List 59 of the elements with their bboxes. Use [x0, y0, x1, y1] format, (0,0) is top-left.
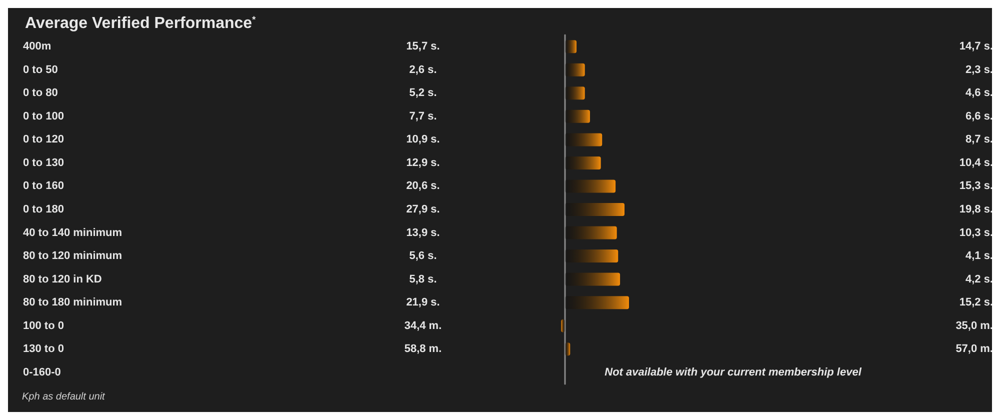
text: 10,3 s.	[959, 226, 993, 239]
text: 4,6 s.	[965, 87, 993, 100]
bar	[565, 250, 618, 263]
text: 15,7 s.	[406, 40, 440, 53]
text: 15,3 s.	[959, 180, 993, 192]
text: 8,7 s.	[965, 134, 993, 146]
text: 5,2 s.	[409, 87, 437, 100]
bar	[565, 180, 616, 193]
text: 34,4 m.	[404, 320, 442, 332]
bar	[565, 156, 601, 170]
y-tick-label: 0 to 120	[23, 134, 64, 146]
bar	[565, 63, 585, 76]
y-tick-label: 0 to 80	[23, 87, 58, 100]
text: 35,0 m.	[956, 320, 993, 332]
y-tick-label: 130 to 0	[23, 343, 64, 356]
text: 27,9 s.	[406, 204, 440, 216]
y-tick-label: 0 to 180	[23, 204, 64, 216]
text: 21,9 s.	[406, 296, 440, 309]
text: Average Verified Performance*	[25, 14, 256, 32]
text: 14,7 s.	[959, 40, 993, 53]
annotation: Not available with your current membership level	[604, 366, 862, 378]
text: 10,9 s.	[406, 134, 440, 146]
bar	[565, 86, 585, 100]
y-tick-label: 80 to 120 minimum	[23, 250, 122, 262]
text: 7,7 s.	[409, 110, 437, 122]
y-tick-label: 0 to 100	[23, 110, 64, 122]
text: 58,8 m.	[404, 343, 442, 356]
text: 57,0 m.	[956, 343, 993, 356]
text: 12,9 s.	[406, 156, 440, 169]
text: 13,9 s.	[406, 226, 440, 239]
y-tick-label: 80 to 120 in KD	[23, 273, 102, 286]
bar	[565, 40, 577, 54]
text: 5,8 s.	[409, 273, 437, 286]
bar	[565, 133, 602, 146]
y-tick-label: 0-160-0	[23, 366, 61, 378]
text: 4,1 s.	[965, 250, 993, 262]
y-tick-label: 0 to 130	[23, 156, 64, 169]
bar	[565, 203, 625, 216]
text: 4,2 s.	[965, 273, 993, 286]
y-tick-label: 0 to 50	[23, 64, 58, 76]
y-tick-label: 100 to 0	[23, 320, 64, 332]
y-tick-label: 0 to 160	[23, 180, 64, 192]
bar	[565, 272, 620, 286]
text: Kph as default unit	[22, 392, 106, 402]
y-tick-label: 400m	[23, 40, 52, 53]
text: 6,6 s.	[965, 110, 993, 122]
text: 2,6 s.	[409, 64, 437, 76]
text: 15,2 s.	[959, 296, 993, 309]
bar	[565, 110, 590, 123]
text: 10,4 s.	[959, 156, 993, 169]
bar	[565, 226, 617, 240]
text: 20,6 s.	[406, 180, 440, 192]
y-tick-label: 40 to 140 minimum	[23, 226, 122, 239]
bar	[565, 296, 629, 310]
y-tick-label: 80 to 180 minimum	[23, 296, 122, 309]
text: 19,8 s.	[959, 204, 993, 216]
text: 5,6 s.	[409, 250, 437, 262]
text: 2,3 s.	[965, 64, 993, 76]
bar	[565, 342, 570, 356]
